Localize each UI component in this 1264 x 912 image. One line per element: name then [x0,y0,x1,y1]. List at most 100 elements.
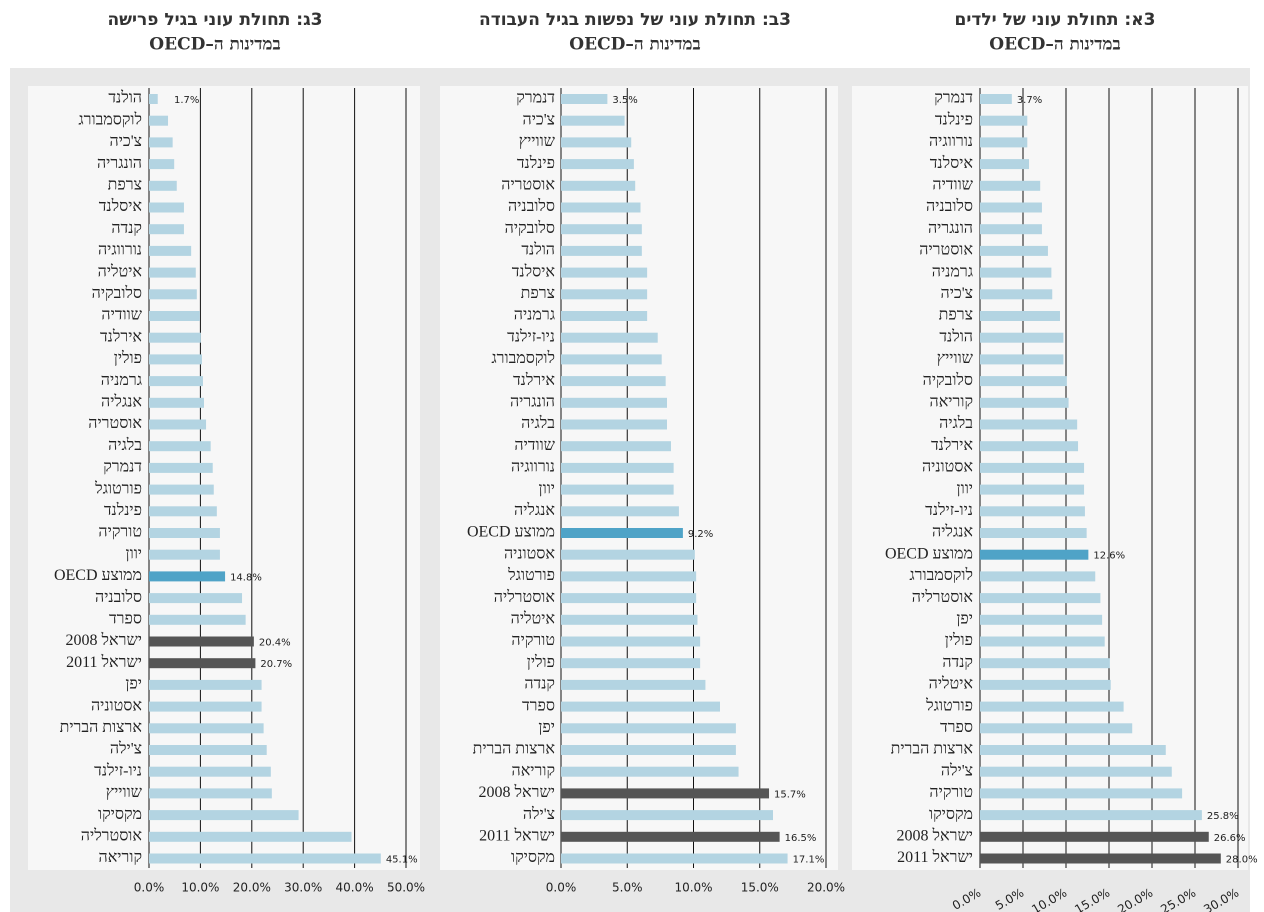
category-label: אוסטריה [501,176,555,193]
bar [149,245,192,256]
bar [149,853,381,864]
bar [980,701,1124,712]
category-label: שוודיה [101,307,142,324]
value-label: 28.0% [1226,855,1258,866]
bar [980,311,1060,321]
bar [980,679,1111,690]
category-label: ישראל 2011 [66,653,142,671]
bar [149,593,243,604]
category-label: ארצות הברית [891,741,974,758]
bar [561,115,625,126]
category-label: קנדה [524,676,555,693]
category-label: פינלנד [517,154,555,172]
category-label: בלגיה [521,414,555,432]
category-label: דנמרק [103,459,142,476]
bar [980,137,1028,148]
bar [149,484,214,495]
bar [561,159,634,170]
bar [149,354,202,365]
value-label: 20.7% [260,659,292,670]
bar [561,94,608,104]
category-label: טורקיה [929,784,973,801]
category-label: צ'ילה [941,761,973,779]
bar [149,332,201,343]
bar [561,723,736,734]
value-label: 17.1% [793,855,825,866]
category-label: ישראל 2008 [479,783,555,801]
bar [561,245,642,256]
category-label: צרפת [939,307,973,324]
bar [149,397,204,408]
category-label: ניו-זילנד [925,501,973,519]
category-label: אנגליה [101,392,142,410]
bar [561,658,701,669]
category-label: טורקיה [511,632,555,649]
category-label: פולין [945,631,973,649]
x-tick-label: 5.0% [612,881,643,895]
category-label: סלובניה [926,197,973,215]
chart-title: 3ב: תחולת עוני של נפשות בגיל העבודה [479,10,791,30]
bar [980,397,1069,408]
category-label: קנדה [942,654,973,671]
category-label: איסלנד [512,262,556,280]
category-label: אוסטרליה [494,588,556,606]
bar [149,766,271,777]
bar [149,202,184,213]
category-label: יפן [538,719,555,736]
bar [149,831,352,842]
bar [149,679,262,690]
bar [149,506,217,517]
category-label: נורווגיה [98,242,142,259]
bar [561,788,770,799]
category-label: הונגריה [97,155,142,172]
bar [980,571,1096,582]
bar [561,766,739,777]
chart-title: 3ג: תחולת עוני בגיל פרישה [107,10,322,30]
category-label: אסטוניה [922,459,973,476]
bar [561,636,701,647]
plot-area [440,86,838,870]
category-label: אוסטריה [88,415,142,432]
category-label: צ'כיה [941,285,973,302]
bar [149,94,158,104]
category-label: הולנד [939,327,973,345]
bar [980,853,1221,864]
bar [980,354,1064,365]
bar [149,810,299,821]
category-label: צ'ילה [110,740,142,758]
bar [980,441,1079,452]
category-label: ישראל 2008 [66,631,142,649]
category-label: יוון [539,480,555,497]
bar [980,766,1172,777]
category-label: קוריאה [98,849,142,866]
bar [149,571,226,582]
bar [980,180,1041,191]
bar [561,419,667,430]
bar [149,528,220,538]
bar [980,810,1202,821]
bar [561,202,641,213]
category-label: צרפת [108,176,142,193]
category-label: ארצות הברית [473,741,556,758]
category-label: מקסיקו [511,849,555,866]
category-label: פינלנד [935,110,973,128]
bar [561,745,736,755]
category-label: אסטוניה [91,697,142,714]
chart-title: 3א: תחולת עוני של ילדים [955,10,1156,30]
bar [149,788,272,799]
bar [149,462,213,473]
category-label: הולנד [521,241,555,259]
category-label: דנמרק [934,90,973,107]
bar [980,614,1103,625]
value-label: 3.5% [612,95,637,106]
category-label: איסלנד [99,197,143,215]
category-label: קוריאה [929,393,973,410]
category-label: סלובקיה [923,371,973,389]
bar [561,224,642,235]
category-label: אנגליה [932,523,973,541]
bar [149,311,200,321]
category-label: צ'כיה [110,133,142,150]
bar [980,723,1133,734]
bar [561,701,720,712]
category-label: נורווגיה [929,133,973,150]
